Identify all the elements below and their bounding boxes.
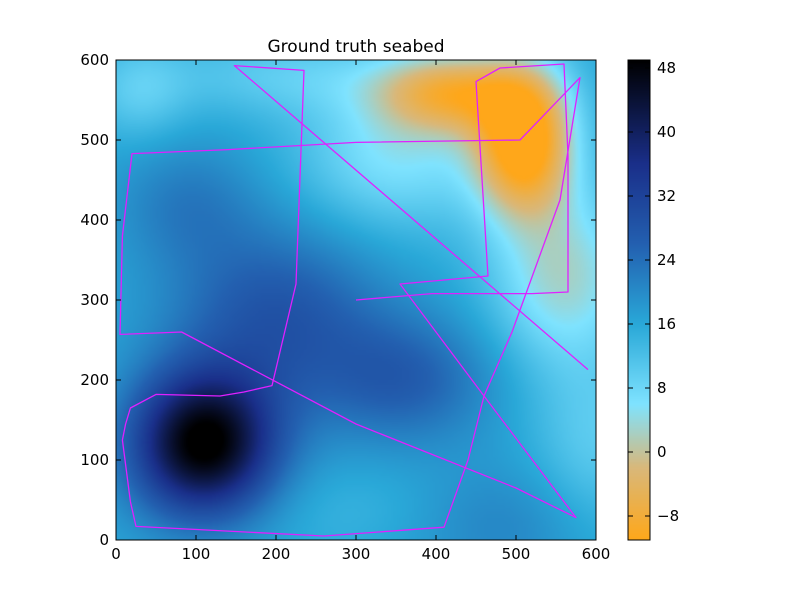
x-tick-label: 0 xyxy=(111,545,121,563)
x-tick-label: 500 xyxy=(502,545,531,563)
y-tick-label: 300 xyxy=(80,291,109,309)
x-tick-label: 300 xyxy=(342,545,371,563)
survey-track-line xyxy=(119,63,589,537)
colorbar-tick-label: −8 xyxy=(657,507,679,525)
x-axis: 0 100 200 300 400 500 600 xyxy=(111,60,610,563)
colorbar-tick-label: 8 xyxy=(657,379,667,397)
plot-area xyxy=(115,59,597,541)
colorbar-ticks: −8 0 8 16 24 32 40 48 xyxy=(628,59,679,525)
colorbar-frame xyxy=(627,59,651,541)
x-tick-label: 600 xyxy=(582,545,611,563)
x-tick-label: 400 xyxy=(422,545,451,563)
y-tick-label: 100 xyxy=(80,451,109,469)
colorbar-gradient xyxy=(628,60,650,540)
colorbar-tick-label: 40 xyxy=(657,123,676,141)
y-tick-label: 600 xyxy=(80,51,109,69)
colorbar-tick-label: 48 xyxy=(657,59,676,77)
x-tick-label: 200 xyxy=(262,545,291,563)
y-tick-label: 500 xyxy=(80,131,109,149)
colorbar: −8 0 8 16 24 32 40 48 xyxy=(627,59,679,541)
chart-title: Ground truth seabed xyxy=(268,37,445,57)
colorbar-tick-label: 16 xyxy=(657,315,676,333)
colorbar-tick-label: 24 xyxy=(657,251,676,269)
y-tick-label: 200 xyxy=(80,371,109,389)
y-axis: 0 100 200 300 400 500 600 xyxy=(80,51,596,549)
x-tick-label: 100 xyxy=(182,545,211,563)
y-tick-label: 0 xyxy=(99,531,109,549)
colorbar-tick-label: 0 xyxy=(657,443,667,461)
y-tick-label: 400 xyxy=(80,211,109,229)
colorbar-tick-label: 32 xyxy=(657,187,676,205)
